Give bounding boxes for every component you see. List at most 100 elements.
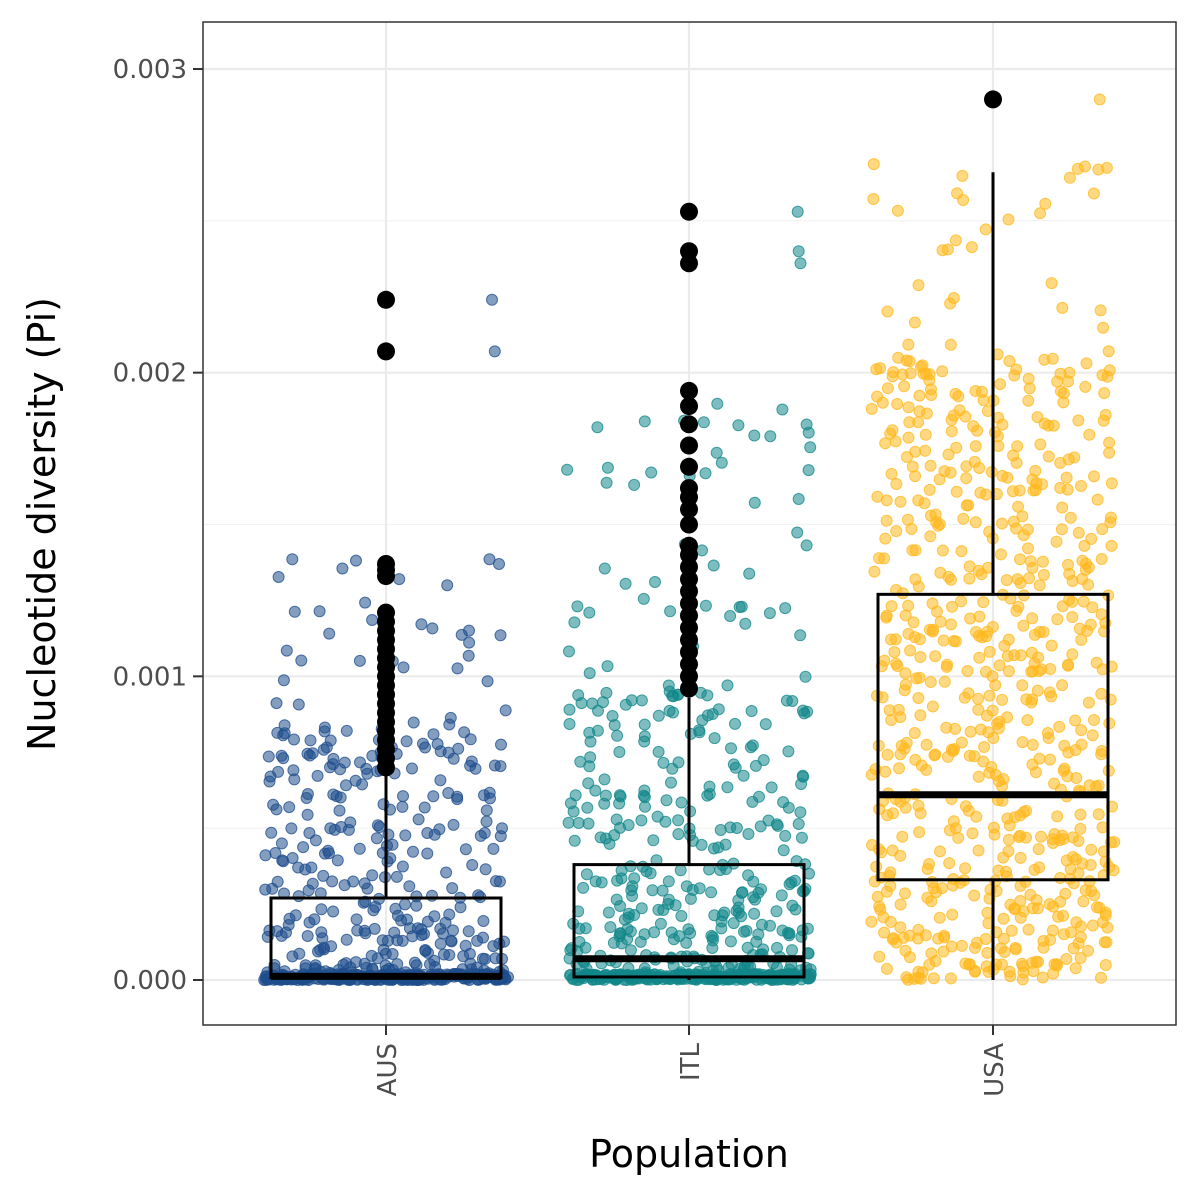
- jitter-point: [1052, 910, 1065, 923]
- jitter-point: [454, 901, 467, 914]
- jitter-point: [1036, 555, 1049, 568]
- jitter-point: [944, 466, 957, 479]
- jitter-point: [1105, 477, 1118, 490]
- jitter-point: [1096, 663, 1109, 676]
- jitter-point: [1014, 829, 1027, 842]
- jitter-point: [356, 778, 369, 791]
- jitter-point: [493, 558, 505, 570]
- jitter-point: [1058, 762, 1071, 775]
- jitter-point: [914, 709, 927, 722]
- jitter-point: [1017, 619, 1030, 632]
- jitter-point: [794, 629, 807, 642]
- jitter-point: [1099, 408, 1112, 421]
- jitter-point: [765, 781, 778, 794]
- jitter-point: [933, 473, 946, 486]
- jitter-point: [1014, 553, 1026, 566]
- jitter-point: [1063, 171, 1076, 184]
- jitter-point: [613, 746, 626, 758]
- jitter-point: [1087, 187, 1100, 200]
- jitter-point: [302, 884, 315, 897]
- jitter-point: [493, 937, 506, 950]
- jitter-point: [880, 494, 893, 507]
- jitter-point: [950, 441, 963, 454]
- jitter-point: [881, 382, 894, 395]
- jitter-point: [327, 905, 340, 918]
- jitter-point: [1002, 633, 1015, 646]
- jitter-point: [771, 819, 784, 832]
- jitter-point: [721, 679, 734, 692]
- jitter-point: [955, 736, 968, 749]
- jitter-point: [1103, 446, 1116, 459]
- jitter-point: [259, 970, 272, 983]
- jitter-point: [652, 745, 665, 758]
- jitter-point: [972, 770, 985, 783]
- jitter-point: [996, 693, 1009, 706]
- jitter-point: [914, 651, 927, 663]
- jitter-point: [945, 425, 958, 438]
- jitter-point: [582, 777, 595, 790]
- jitter-point: [956, 169, 969, 182]
- jitter-point: [1056, 301, 1069, 314]
- jitter-point: [651, 810, 664, 823]
- jitter-point: [884, 866, 897, 879]
- jitter-point: [867, 193, 880, 205]
- jitter-point: [667, 706, 679, 719]
- jitter-point: [571, 600, 584, 613]
- jitter-point: [611, 874, 624, 887]
- jitter-point: [1016, 679, 1029, 692]
- jitter-point: [933, 518, 946, 531]
- jitter-point: [912, 923, 925, 936]
- jitter-point: [292, 698, 305, 711]
- jitter-point: [309, 834, 322, 847]
- jitter-point: [944, 972, 957, 985]
- jitter-point: [487, 842, 500, 855]
- jitter-point: [902, 627, 915, 640]
- jitter-point: [733, 601, 746, 613]
- jitter-point: [878, 926, 891, 939]
- jitter-point: [783, 963, 796, 976]
- jitter-point: [791, 526, 804, 539]
- jitter-point: [878, 654, 891, 667]
- jitter-point: [1096, 523, 1109, 536]
- jitter-point: [968, 889, 981, 902]
- jitter-point: [675, 910, 688, 922]
- jitter-point: [1003, 355, 1016, 367]
- jitter-point: [1028, 657, 1041, 670]
- jitter-point: [1060, 854, 1073, 867]
- jitter-point: [898, 684, 911, 697]
- jitter-point: [599, 832, 612, 845]
- jitter-point: [1079, 160, 1091, 173]
- jitter-point: [1081, 624, 1094, 637]
- jitter-point: [604, 921, 617, 934]
- jitter-point: [913, 826, 926, 839]
- jitter-point: [1037, 568, 1050, 581]
- jitter-point: [919, 428, 932, 441]
- jitter-point: [365, 949, 378, 962]
- jitter-point: [1074, 952, 1087, 964]
- jitter-point: [474, 829, 487, 842]
- jitter-point: [1050, 958, 1063, 971]
- jitter-point: [1095, 608, 1108, 621]
- jitter-point: [638, 928, 651, 941]
- jitter-point: [886, 370, 899, 383]
- jitter-point: [1017, 806, 1030, 818]
- jitter-point: [732, 901, 745, 914]
- jitter-point: [763, 607, 776, 620]
- jitter-point: [738, 960, 751, 973]
- jitter-point: [1036, 971, 1049, 984]
- jitter-point: [1095, 971, 1107, 984]
- jitter-point: [980, 488, 993, 501]
- jitter-point: [706, 934, 719, 947]
- jitter-point: [945, 618, 957, 631]
- jitter-point: [563, 703, 576, 716]
- jitter-point: [865, 915, 878, 928]
- jitter-point: [979, 223, 992, 236]
- jitter-point: [1072, 414, 1085, 427]
- jitter-point: [580, 868, 593, 881]
- outlier-point: [680, 515, 698, 534]
- jitter-point: [463, 636, 476, 649]
- jitter-point: [393, 573, 406, 586]
- jitter-point: [749, 893, 761, 906]
- jitter-point: [1022, 542, 1034, 555]
- jitter-point: [899, 887, 911, 900]
